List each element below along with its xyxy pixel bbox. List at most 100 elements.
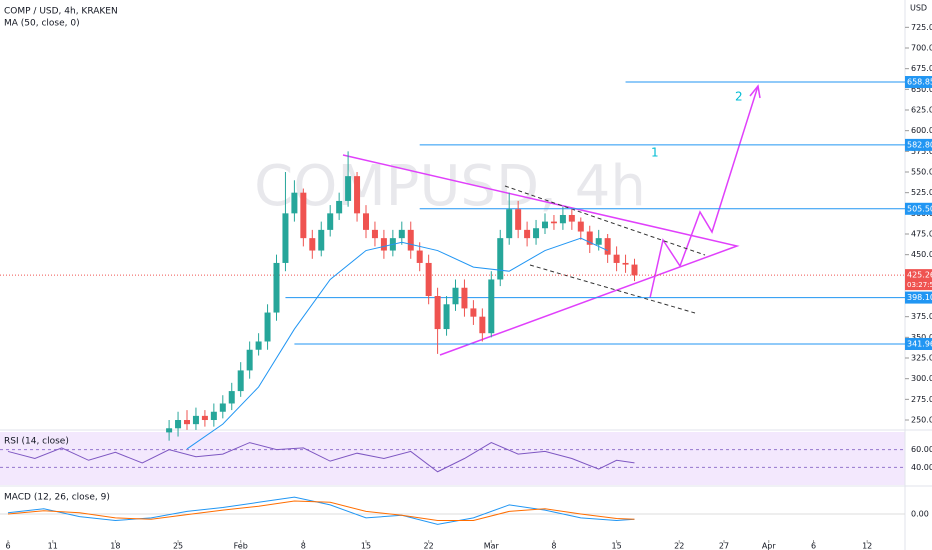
candle-body [345,176,352,201]
level-label: 398.10 [907,293,932,302]
channel-line [529,264,696,314]
candle-body [300,192,307,239]
chart-title: COMP / USD, 4h, KRAKEN [4,7,118,17]
candle-body [470,308,477,317]
candle-body [604,238,611,255]
countdown: 03:27:51 [907,281,932,289]
candle-body [318,229,325,251]
y-tick-label: 625.00 [911,106,932,115]
x-tick-label: 15 [361,542,371,550]
rsi-tick-label: 60.00 [911,445,932,454]
candle-body [622,262,629,265]
y-tick-label: 375.00 [911,312,932,321]
candle-body [264,312,271,342]
x-tick-label: 27 [719,542,729,550]
level-tag [905,202,932,215]
ma-line [186,237,608,450]
y-tick-label: 450.00 [911,250,932,259]
price-tag [905,269,932,291]
candle-body [219,403,226,412]
macd-line [7,496,635,525]
x-tick-label: 18 [110,542,120,550]
x-tick-label: 25 [173,542,183,550]
candle-body [595,238,602,245]
x-tick-label: 22 [424,542,434,550]
projection [649,85,759,299]
rsi-label: RSI (14, close) [4,437,69,447]
candle-body [425,262,432,297]
level-tag [905,337,932,350]
channel-line [504,185,706,256]
x-tick-label: Apr [762,542,777,550]
candle-body [568,214,575,222]
candle-body [407,229,414,251]
rsi-line [7,442,635,473]
y-tick-label: 650.00 [911,85,932,94]
annotation: 1 [651,146,659,160]
candle-body [273,262,280,313]
currency: USD [910,4,927,13]
candle-body [524,229,531,239]
candle-body [327,213,334,230]
candle-body [497,238,504,280]
candle-body [354,176,361,214]
x-tick-label: 6 [811,542,816,550]
arrow-head [749,84,761,99]
x-tick-label: Mar [484,542,500,550]
y-tick-label: 700.00 [911,44,932,53]
candle-body [291,192,298,214]
level-tag [905,138,932,151]
candle-body [282,213,289,263]
candle-body [255,341,262,350]
candle-body [371,229,378,239]
candle-body [363,213,369,230]
candle-body [210,411,217,421]
candle-body [550,221,557,224]
rsi-panel [0,432,905,485]
candle-body [533,228,540,239]
price-label: 425.26 [907,271,932,280]
candle-body [577,221,584,232]
candle-body [336,200,343,214]
x-tick-label: 12 [862,542,872,550]
watermark: COMPUSD, 4h [254,154,646,219]
candle-body [309,238,316,251]
candle-body [559,214,566,224]
indicator-label: MA (50, close, 0) [4,19,80,29]
candle-body [175,420,182,429]
x-tick-label: 6 [5,542,10,550]
y-tick-label: 600.00 [911,126,932,135]
candle-body [586,231,593,245]
signal-line [7,500,635,521]
candle-body [246,349,253,371]
y-tick-label: 350.00 [911,333,932,342]
candle-body [461,287,468,309]
candle-body [416,250,423,263]
candle-body [452,287,459,305]
y-tick-label: 325.00 [911,354,932,363]
level-label: 505.50 [907,204,932,213]
candle-body [434,296,441,330]
annotation: 2 [735,90,743,104]
candle-body [631,264,638,276]
y-tick-label: 725.00 [911,23,932,32]
x-tick-label: 8 [551,542,556,550]
macd-tick-label: 0.00 [911,510,929,519]
y-tick-label: 475.00 [911,230,932,239]
y-tick-label: 250.00 [911,416,932,425]
candle-body [237,370,244,392]
y-tick-label: 575.00 [911,147,932,156]
candle-body [506,209,513,239]
candle-body [192,415,199,425]
level-tag [905,76,932,89]
macd-label: MACD (12, 26, close, 9) [4,493,110,503]
candle-body [479,316,486,334]
candle-body [166,428,173,433]
candle-body [398,229,405,239]
candle-body [515,209,522,230]
candle-body [542,221,548,229]
level-label: 341.96 [907,339,932,348]
y-tick-label: 550.00 [911,168,932,177]
triangle-drawing [342,84,761,356]
